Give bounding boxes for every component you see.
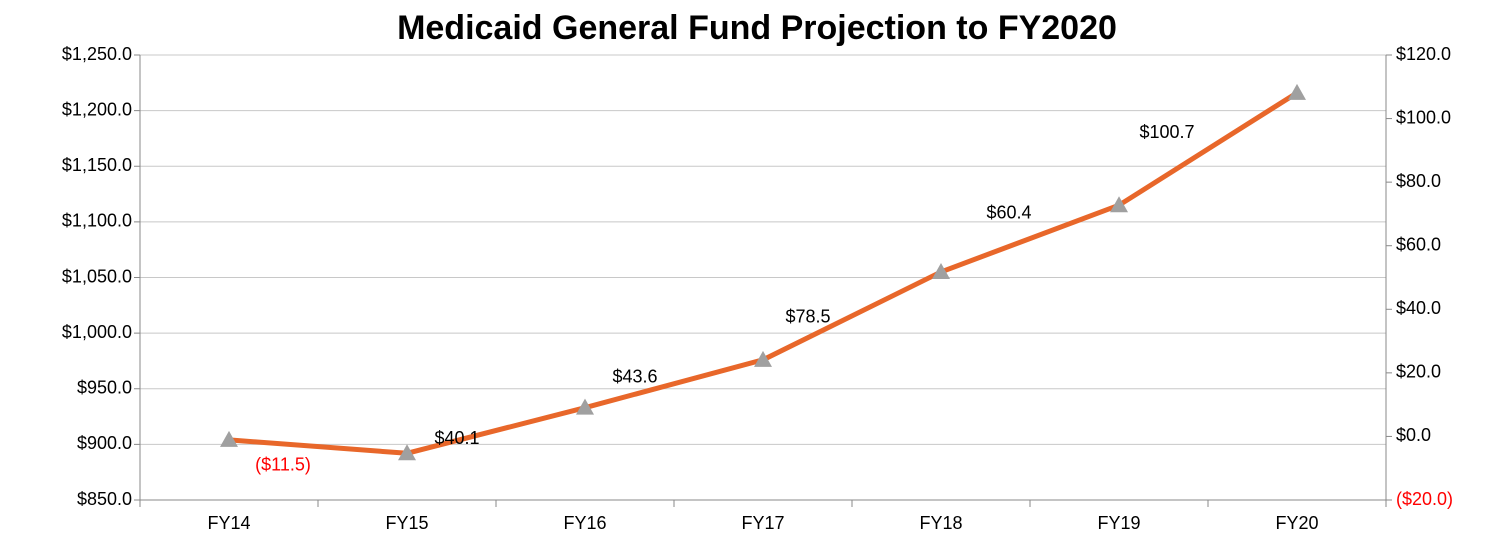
y-tick-label: $1,100.0 (62, 211, 132, 231)
y-tick-label: $1,200.0 (62, 99, 132, 119)
annotation: $43.6 (612, 366, 657, 386)
annotation: $100.7 (1139, 122, 1194, 142)
y-tick-label: $1,050.0 (62, 266, 132, 286)
marker (1288, 83, 1306, 100)
marker (576, 398, 594, 415)
annotation: ($11.5) (255, 455, 311, 475)
marker (398, 444, 416, 461)
y2-tick-label: $80.0 (1396, 171, 1441, 191)
y2-tick-label: $40.0 (1396, 298, 1441, 318)
y-tick-label: $1,000.0 (62, 322, 132, 342)
y2-tick-label: $120.0 (1396, 44, 1451, 64)
x-tick-label: FY18 (919, 513, 962, 533)
y-tick-label: $950.0 (77, 378, 132, 398)
y-tick-label: $1,250.0 (62, 44, 132, 64)
y-tick-label: $850.0 (77, 489, 132, 509)
y2-tick-label: ($20.0) (1396, 489, 1453, 509)
marker (754, 350, 772, 367)
y2-tick-label: $20.0 (1396, 362, 1441, 382)
y-tick-label: $1,150.0 (62, 155, 132, 175)
annotation: $60.4 (986, 203, 1031, 223)
y-tick-label: $900.0 (77, 433, 132, 453)
chart-title: Medicaid General Fund Projection to FY20… (397, 9, 1117, 47)
x-tick-label: FY15 (385, 513, 428, 533)
y2-tick-label: $0.0 (1396, 425, 1431, 445)
x-tick-label: FY19 (1097, 513, 1140, 533)
marker (932, 262, 950, 279)
x-tick-label: FY14 (207, 513, 250, 533)
annotation: $40.1 (434, 428, 479, 448)
y2-tick-label: $60.0 (1396, 234, 1441, 254)
marker (1110, 196, 1128, 213)
x-tick-label: FY17 (741, 513, 784, 533)
annotation: $78.5 (785, 307, 830, 327)
x-tick-label: FY20 (1275, 513, 1318, 533)
y2-tick-label: $100.0 (1396, 107, 1451, 127)
line-series (228, 90, 1299, 456)
x-tick-label: FY16 (563, 513, 606, 533)
marker (220, 430, 238, 447)
